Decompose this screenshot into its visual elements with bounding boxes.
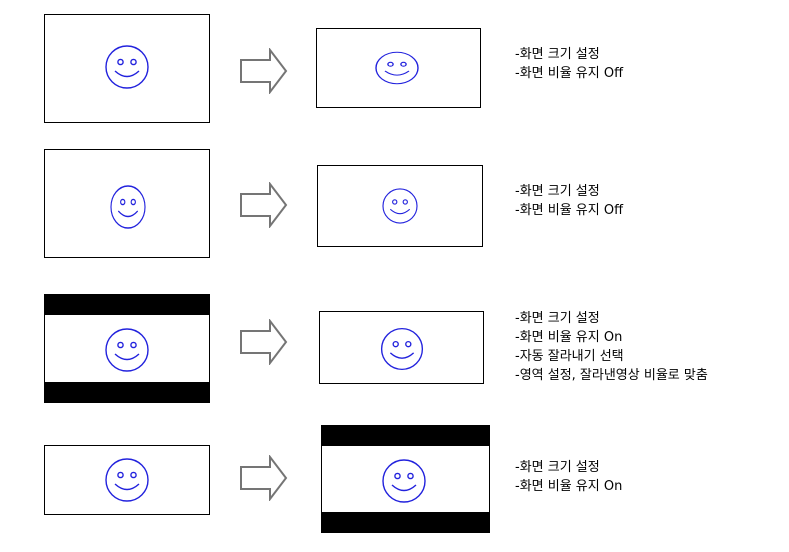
face-outline <box>380 327 424 371</box>
smiley-face-icon <box>105 328 149 372</box>
row4-source-frame <box>44 445 210 515</box>
face-outline <box>110 185 146 229</box>
smile <box>391 484 417 492</box>
block-arrow-right-icon <box>240 319 288 365</box>
eye-left <box>392 340 399 348</box>
smile <box>114 70 140 78</box>
row1-result-frame <box>316 28 481 108</box>
smiley-face-icon <box>110 185 146 229</box>
smile <box>389 352 415 359</box>
note-line: -화면 크기 설정 <box>515 184 600 199</box>
note-line: -화면 비율 유지 Off <box>515 203 624 218</box>
face-outline <box>105 458 149 502</box>
letterbox-bar-bottom <box>45 382 209 402</box>
letterbox-bar-bottom <box>322 512 489 532</box>
eye-left <box>117 58 124 66</box>
letterbox-bar-top <box>322 426 489 446</box>
row3-result-frame <box>319 311 484 384</box>
smiley-face-icon <box>105 45 149 89</box>
note-line: -자동 잘라내기 선택 <box>515 349 624 364</box>
eye-right <box>402 199 408 205</box>
note-line: -화면 비율 유지 Off <box>515 66 624 81</box>
eye-left <box>387 61 394 67</box>
eye-left <box>394 472 401 480</box>
row4-notes: -화면 크기 설정 -화면 비율 유지 On <box>515 458 622 496</box>
smile <box>114 483 140 491</box>
eye-right <box>130 198 136 206</box>
letterbox-bar-top <box>45 295 209 315</box>
eye-left <box>120 198 126 206</box>
smiley-face-icon <box>380 327 424 371</box>
smiley-face-icon <box>382 188 418 224</box>
smiley-face-icon <box>382 459 426 503</box>
smiley-face-icon <box>105 458 149 502</box>
smile <box>389 208 411 215</box>
block-arrow-right-icon <box>240 455 288 501</box>
eye-right <box>405 340 412 348</box>
eye-right <box>130 58 137 66</box>
smiley-face-icon <box>375 51 419 85</box>
note-line: -영역 설정, 잘라낸영상 비율로 맞춤 <box>515 368 708 383</box>
note-line: -화면 비율 유지 On <box>515 330 623 345</box>
row2-result-frame <box>317 165 483 247</box>
block-arrow-right-icon <box>240 48 288 94</box>
smile <box>114 353 140 361</box>
row1-notes: -화면 크기 설정 -화면 비율 유지 Off <box>515 45 623 83</box>
smile <box>384 70 410 76</box>
face-outline <box>105 328 149 372</box>
note-line: -화면 크기 설정 <box>515 460 600 475</box>
smile <box>117 210 139 218</box>
note-line: -화면 비율 유지 On <box>515 479 623 494</box>
row4-result-frame <box>321 425 490 533</box>
eye-right <box>130 471 137 479</box>
row3-source-frame <box>44 294 210 403</box>
row2-notes: -화면 크기 설정 -화면 비율 유지 Off <box>515 182 623 220</box>
eye-left <box>117 471 124 479</box>
note-line: -화면 크기 설정 <box>515 47 600 62</box>
face-outline <box>375 51 419 85</box>
row2-source-frame <box>44 149 210 258</box>
face-outline <box>382 459 426 503</box>
face-outline <box>105 45 149 89</box>
eye-left <box>392 199 398 205</box>
eye-right <box>130 341 137 349</box>
block-arrow-right-icon <box>240 182 288 228</box>
eye-right <box>400 61 407 67</box>
face-outline <box>382 188 418 224</box>
row1-source-frame <box>44 14 210 123</box>
eye-left <box>117 341 124 349</box>
note-line: -화면 크기 설정 <box>515 311 600 326</box>
eye-right <box>407 472 414 480</box>
row3-notes: -화면 크기 설정 -화면 비율 유지 On -자동 잘라내기 선택 -영역 설… <box>515 309 708 385</box>
